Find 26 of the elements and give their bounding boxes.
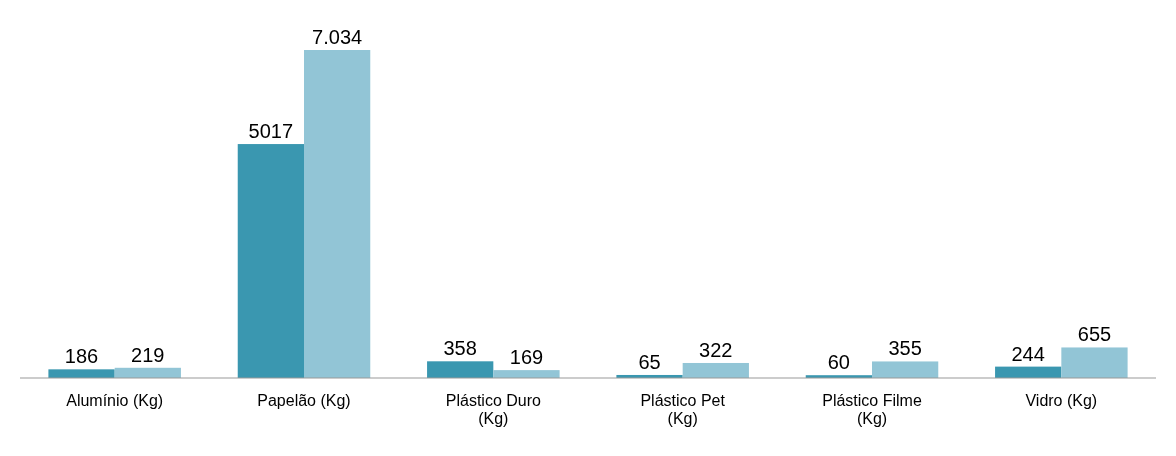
bar xyxy=(493,370,560,378)
data-label: 60 xyxy=(827,351,850,374)
bar xyxy=(427,361,494,378)
data-label: 358 xyxy=(443,337,477,360)
data-label: 7.034 xyxy=(312,26,363,48)
x-tick-label: Alumínio (Kg) xyxy=(66,392,164,409)
data-label: 244 xyxy=(1011,342,1045,365)
data-label: 5017 xyxy=(248,120,294,143)
data-label: 186 xyxy=(64,345,99,368)
data-label: 219 xyxy=(131,343,165,366)
x-tick-label: Papelão (Kg) xyxy=(257,392,351,409)
x-tick-label: Plástico Pet (Kg) xyxy=(640,392,726,427)
data-label: 322 xyxy=(699,338,733,361)
x-tick-label: Vidro (Kg) xyxy=(1025,392,1098,409)
bar xyxy=(304,50,371,378)
x-tick-label: Plástico Filme (Kg) xyxy=(822,392,922,427)
data-label: 65 xyxy=(638,350,661,373)
bar xyxy=(1061,347,1128,378)
data-label: 169 xyxy=(509,346,544,369)
data-label: 655 xyxy=(1077,323,1112,346)
bar xyxy=(682,362,749,378)
x-tick-label: Plástico Duro (Kg) xyxy=(445,392,542,427)
bar xyxy=(872,361,939,378)
bar xyxy=(237,144,304,378)
bar xyxy=(48,369,115,378)
data-label: 355 xyxy=(888,337,922,360)
